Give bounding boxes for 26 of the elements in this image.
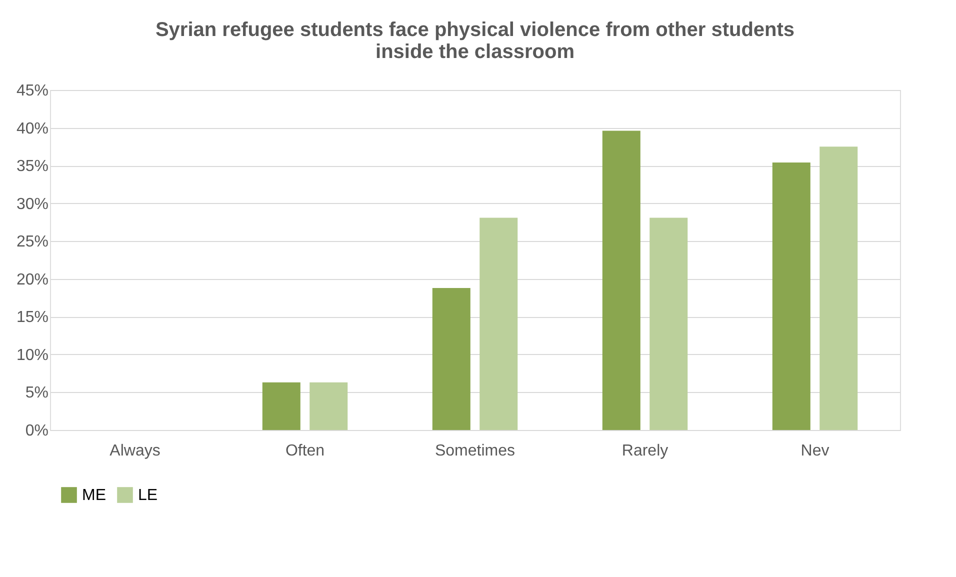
x-tick-label: Always — [110, 442, 160, 460]
chart-title: Syrian refugee students face physical violence from other students inside the classroom — [155, 19, 795, 63]
y-tick-label: 35% — [16, 158, 48, 176]
y-tick-label: 30% — [16, 196, 48, 213]
y-tick-label: 45% — [16, 82, 48, 100]
x-tick-label: Sometimes — [434, 442, 516, 460]
y-tick-label: 10% — [16, 346, 48, 364]
bar — [432, 288, 470, 430]
bar — [602, 130, 640, 430]
y-tick-label: 5% — [25, 384, 48, 402]
bar — [310, 382, 348, 430]
bar — [820, 146, 858, 430]
bar — [262, 382, 300, 430]
bar — [480, 218, 518, 430]
y-tick-label: 40% — [16, 120, 48, 138]
y-tick-label: 25% — [16, 234, 48, 251]
legend-label: ME — [82, 487, 106, 504]
y-tick-label: 20% — [16, 271, 48, 288]
y-tick-label: 15% — [16, 309, 48, 326]
x-tick-label: Nev — [800, 442, 830, 460]
bar — [772, 162, 810, 430]
x-tick-label: Rarely — [622, 442, 668, 460]
x-tick-label: Often — [285, 442, 325, 460]
legend-label: LE — [138, 487, 158, 504]
y-tick-label: 0% — [25, 422, 48, 440]
bar — [650, 218, 688, 430]
